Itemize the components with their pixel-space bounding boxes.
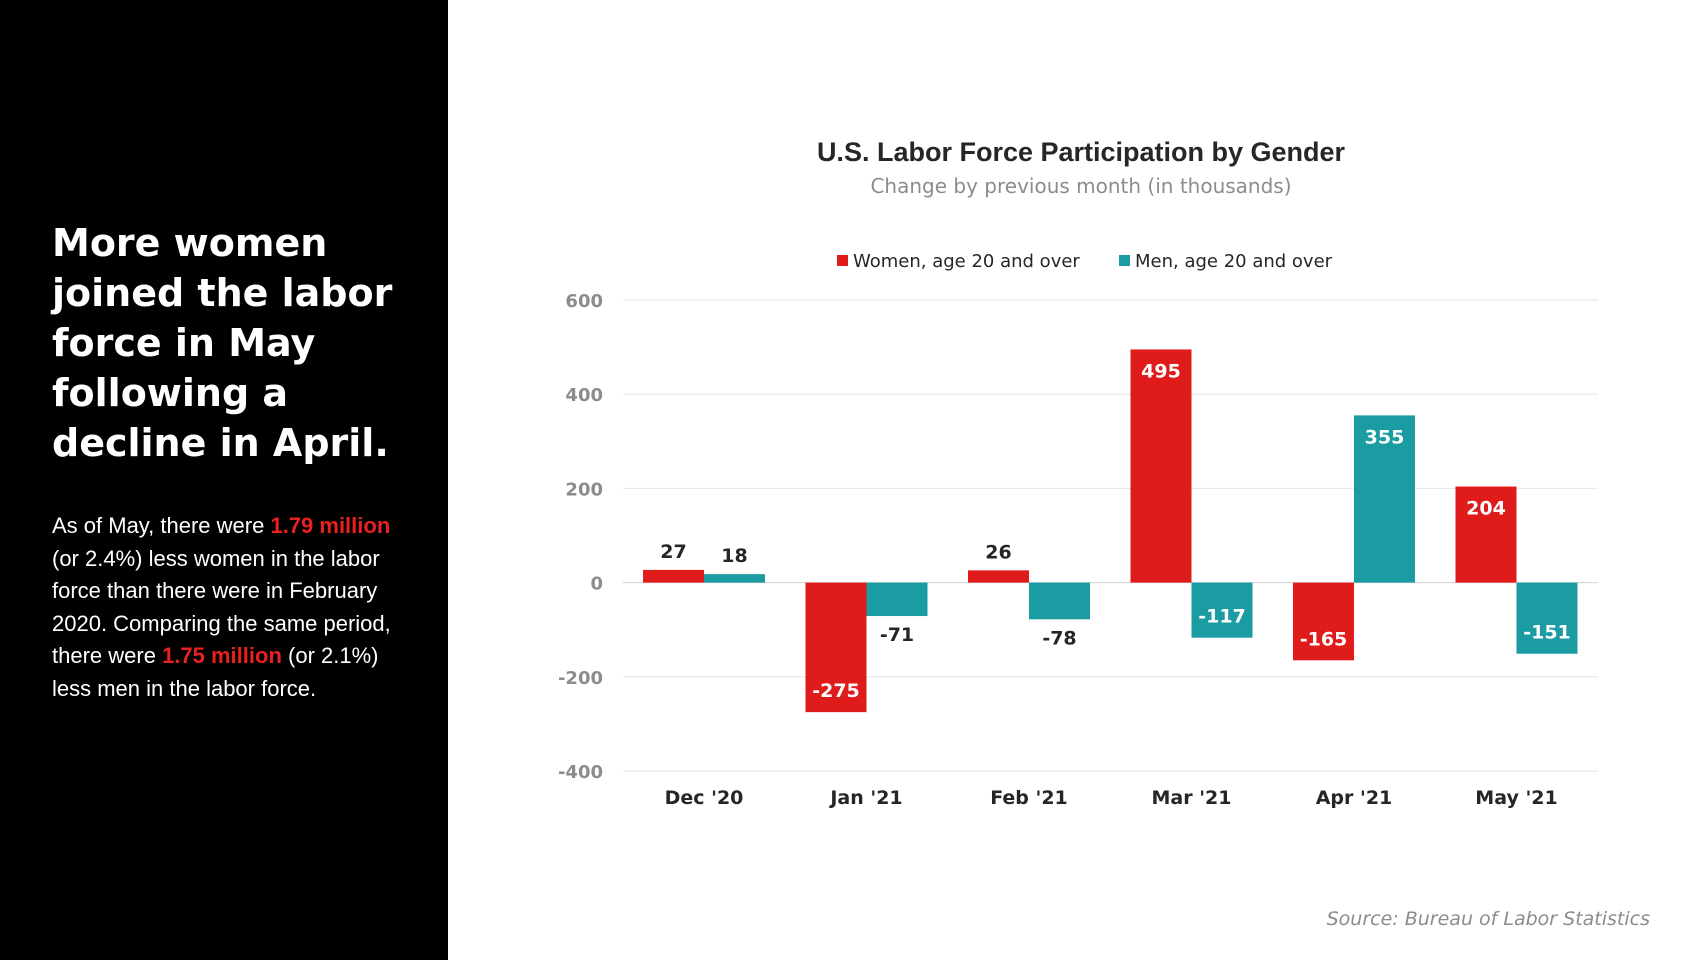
- y-tick-label: 200: [565, 479, 603, 500]
- data-label: -117: [1198, 606, 1246, 628]
- bar: [866, 582, 928, 617]
- data-label: 355: [1365, 426, 1405, 448]
- x-axis: Dec '20 Jan '21 Feb '21 Mar '21 Apr '21 May '…: [665, 787, 1558, 809]
- data-label: 26: [985, 541, 1011, 563]
- data-label: -275: [812, 680, 860, 702]
- bar: [643, 569, 704, 583]
- bar: [805, 582, 867, 713]
- data-label: -151: [1523, 622, 1571, 644]
- bar: [1130, 349, 1192, 583]
- left-panel: More women joined the labor force in May…: [0, 0, 448, 960]
- legend-label-men: Men, age 20 and over: [1135, 251, 1333, 272]
- x-tick-label: Feb '21: [990, 787, 1068, 809]
- chart-area: U.S. Labor Force Participation by Gender…: [448, 0, 1707, 960]
- body-part-2: (or 2.4%) less women in the labor force …: [52, 545, 391, 669]
- chart-title: U.S. Labor Force Participation by Gender: [817, 137, 1346, 167]
- chart-subtitle: Change by previous month (in thousands): [870, 174, 1291, 198]
- y-tick-label: 0: [590, 574, 603, 595]
- body-text: As of May, there were 1.79 million (or 2…: [52, 510, 402, 705]
- bar: [1455, 486, 1517, 583]
- women-decline-highlight: 1.79 million: [270, 513, 391, 538]
- y-axis: -400 -200 0 200 400 600: [558, 291, 603, 783]
- legend: Women, age 20 and over Men, age 20 and o…: [837, 251, 1333, 272]
- headline: More women joined the labor force in May…: [52, 221, 393, 465]
- data-label: 204: [1466, 498, 1506, 520]
- y-tick-label: -200: [558, 668, 603, 689]
- legend-swatch-men: [1119, 255, 1130, 266]
- bars: 27 18 -275 -71 26 -78 495 -117 -165 355 204 -151: [643, 349, 1578, 713]
- legend-swatch-women: [837, 255, 848, 266]
- bar: [1354, 415, 1415, 583]
- legend-label-women: Women, age 20 and over: [853, 251, 1080, 272]
- y-tick-label: 400: [565, 385, 603, 406]
- bar: [1029, 582, 1090, 620]
- men-decline-highlight: 1.75 million: [162, 643, 282, 668]
- bar-chart: U.S. Labor Force Participation by Gender…: [558, 137, 1598, 809]
- source-note: Source: Bureau of Labor Statistics: [1326, 908, 1650, 930]
- bar: [968, 570, 1029, 583]
- data-label: 27: [660, 541, 686, 563]
- x-tick-label: Jan '21: [828, 787, 902, 809]
- data-label: -165: [1300, 628, 1348, 650]
- x-tick-label: May '21: [1475, 787, 1557, 809]
- x-tick-label: Dec '20: [665, 787, 744, 809]
- bar: [704, 574, 765, 583]
- data-label: -71: [880, 624, 914, 646]
- y-tick-label: -400: [558, 762, 603, 783]
- gridlines: [623, 299, 1598, 772]
- x-tick-label: Apr '21: [1316, 787, 1393, 809]
- body-part-1: As of May, there were: [52, 513, 271, 538]
- bar: [1516, 582, 1578, 654]
- y-tick-label: 600: [565, 291, 603, 312]
- bar: [1191, 582, 1253, 638]
- data-label: 18: [721, 545, 747, 567]
- data-label: 495: [1141, 360, 1181, 382]
- body-part-3: (or 2.1%) less men in the labor force.: [52, 643, 379, 701]
- x-tick-label: Mar '21: [1152, 787, 1232, 809]
- data-label: -78: [1042, 627, 1076, 649]
- bar: [1293, 582, 1354, 661]
